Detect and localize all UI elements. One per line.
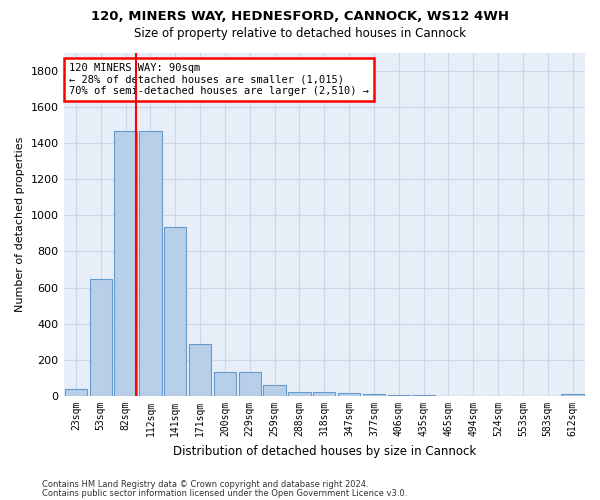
Bar [288, 392, 311, 396]
X-axis label: Distribution of detached houses by size in Cannock: Distribution of detached houses by size … [173, 444, 476, 458]
Bar [338, 394, 360, 396]
Text: Size of property relative to detached houses in Cannock: Size of property relative to detached ho… [134, 28, 466, 40]
Bar [263, 385, 286, 396]
Text: Contains HM Land Registry data © Crown copyright and database right 2024.: Contains HM Land Registry data © Crown c… [42, 480, 368, 489]
Text: 120, MINERS WAY, HEDNESFORD, CANNOCK, WS12 4WH: 120, MINERS WAY, HEDNESFORD, CANNOCK, WS… [91, 10, 509, 23]
Bar [65, 389, 87, 396]
Bar [139, 132, 161, 396]
Y-axis label: Number of detached properties: Number of detached properties [15, 136, 25, 312]
Bar [412, 395, 435, 396]
Bar [363, 394, 385, 396]
Bar [313, 392, 335, 396]
Text: 120 MINERS WAY: 90sqm
← 28% of detached houses are smaller (1,015)
70% of semi-d: 120 MINERS WAY: 90sqm ← 28% of detached … [69, 63, 369, 96]
Text: Contains public sector information licensed under the Open Government Licence v3: Contains public sector information licen… [42, 488, 407, 498]
Bar [189, 344, 211, 396]
Bar [214, 372, 236, 396]
Bar [89, 279, 112, 396]
Bar [115, 131, 137, 396]
Bar [562, 394, 584, 396]
Bar [239, 372, 261, 396]
Bar [164, 227, 187, 396]
Bar [388, 394, 410, 396]
